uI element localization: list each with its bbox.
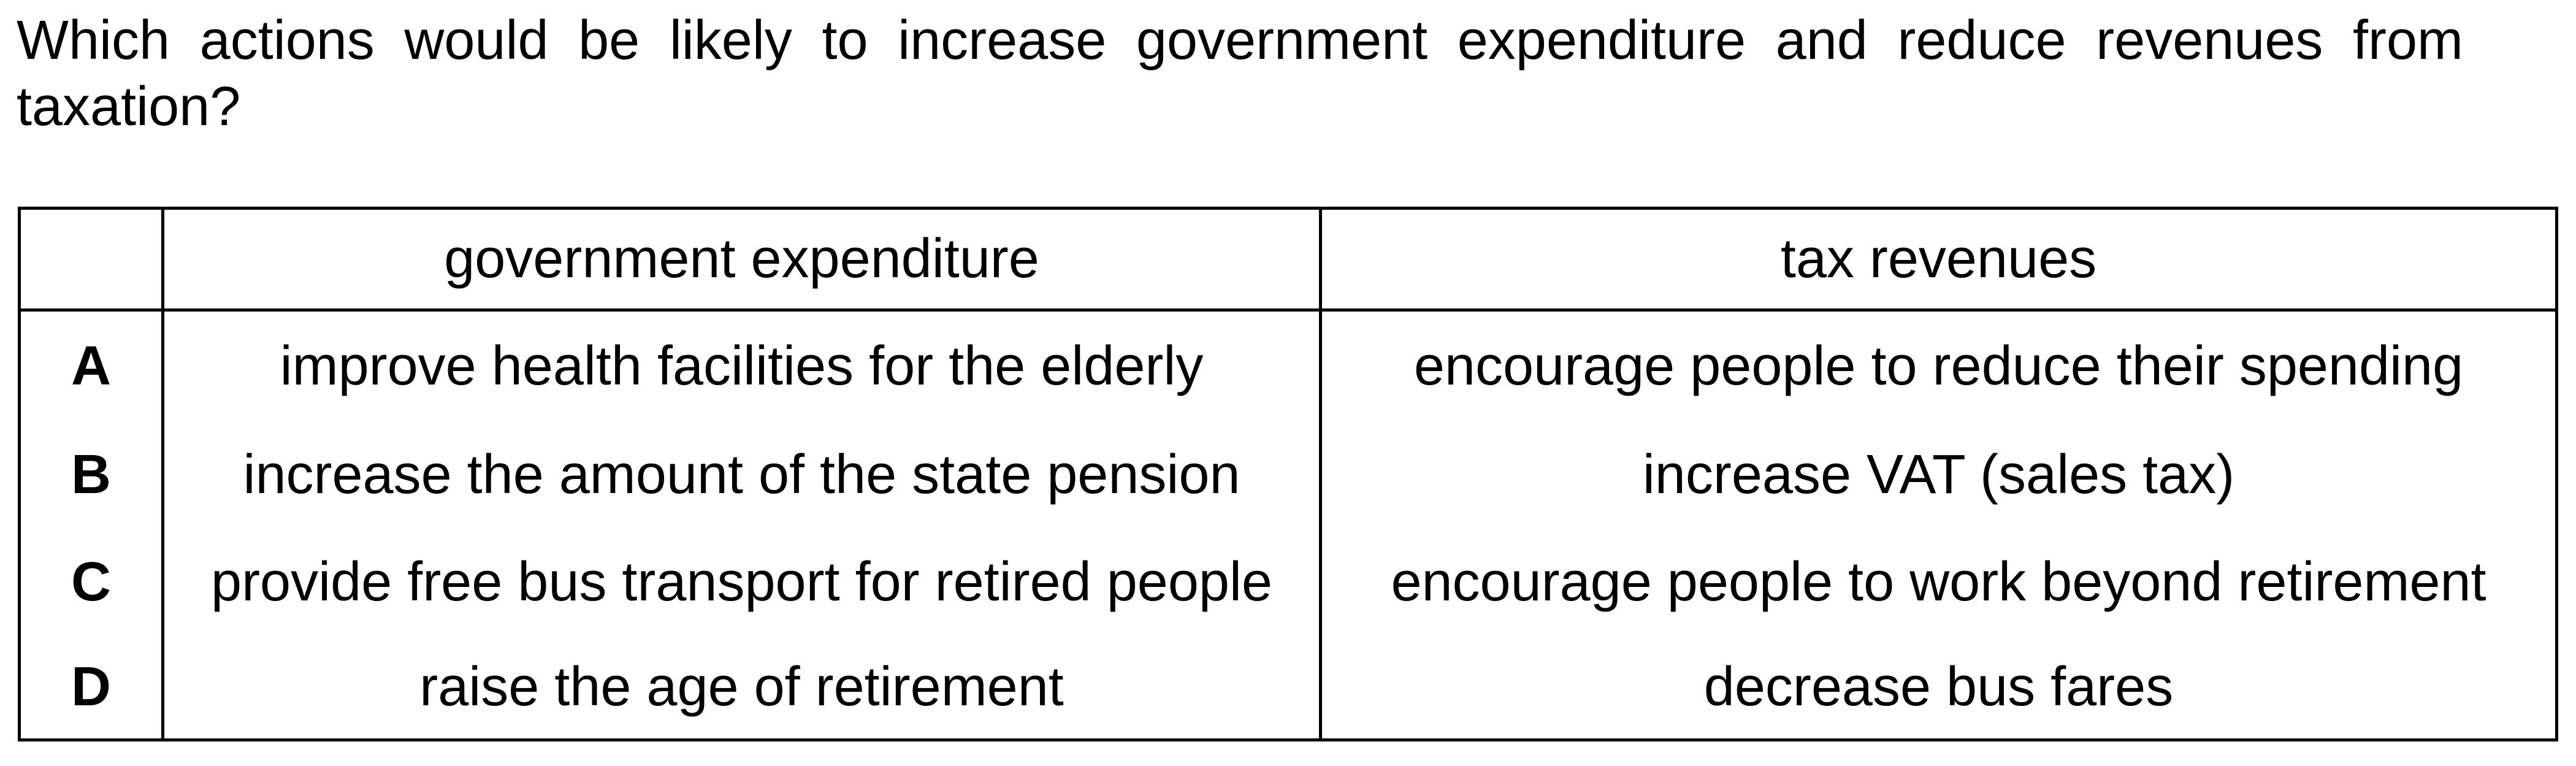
expenditure-cell: provide free bus transport for retired p… xyxy=(161,528,1322,636)
header-tax-revenues: tax revenues xyxy=(1319,207,2558,312)
option-row-d: D raise the age of retirement decrease b… xyxy=(18,635,2558,741)
tax-cell: decrease bus fares xyxy=(1319,635,2558,741)
tax-cell: increase VAT (sales tax) xyxy=(1319,421,2558,529)
question-text: Which actions would be likely to increas… xyxy=(17,10,2463,137)
option-row-c: C provide free bus transport for retired… xyxy=(18,528,2558,636)
expenditure-cell: raise the age of retirement xyxy=(161,635,1322,741)
expenditure-cell: increase the amount of the state pension xyxy=(161,421,1322,529)
options-table: government expenditure tax revenues A im… xyxy=(18,207,2558,741)
option-letter: C xyxy=(18,528,164,636)
header-row: government expenditure tax revenues xyxy=(18,207,2558,312)
option-row-a: A improve health facilities for the elde… xyxy=(18,310,2558,421)
option-letter: D xyxy=(18,635,164,741)
header-letter xyxy=(18,207,164,312)
option-letter: B xyxy=(18,421,164,529)
tax-cell: encourage people to work beyond retireme… xyxy=(1319,528,2558,636)
option-letter: A xyxy=(18,310,164,421)
tax-cell: encourage people to reduce their spendin… xyxy=(1319,310,2558,421)
expenditure-cell: improve health facilities for the elderl… xyxy=(161,310,1322,421)
header-government-expenditure: government expenditure xyxy=(161,207,1322,312)
option-row-b: B increase the amount of the state pensi… xyxy=(18,421,2558,529)
